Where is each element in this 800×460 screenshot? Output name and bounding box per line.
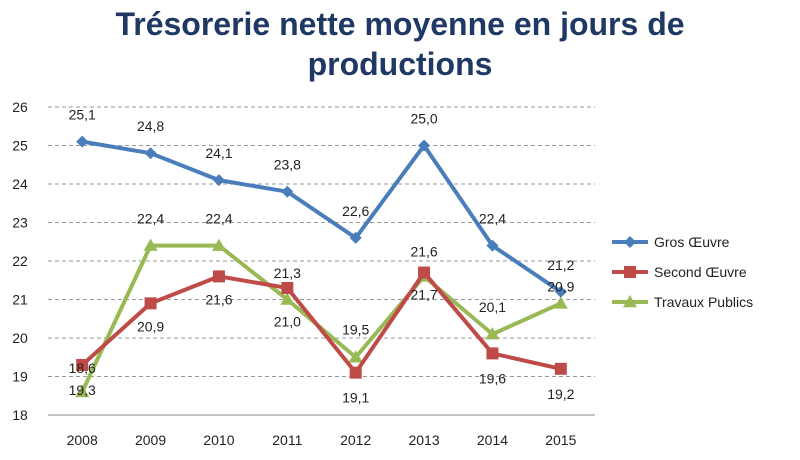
data-label: 19,2 <box>547 386 574 402</box>
data-label: 20,9 <box>547 278 574 294</box>
legend-label: Travaux Publics <box>654 294 753 310</box>
x-tick-label: 2013 <box>408 432 439 448</box>
x-tick-label: 2010 <box>203 432 234 448</box>
data-label: 22,4 <box>479 211 506 227</box>
data-labels: 25,1 24,8 24,1 23,8 22,6 25,0 22,4 21,2 19,3 20,9… <box>69 107 575 406</box>
data-label: 25,0 <box>410 111 437 127</box>
data-point-diamond <box>281 185 294 198</box>
y-tick-label: 21 <box>12 292 28 308</box>
data-label: 20,9 <box>137 318 164 334</box>
data-point-square <box>554 362 567 375</box>
data-label: 23,8 <box>274 157 301 173</box>
data-point-diamond <box>349 231 362 244</box>
data-point-diamond <box>76 135 89 148</box>
data-label: 21,3 <box>274 265 301 281</box>
data-label: 19,5 <box>342 321 369 337</box>
x-tick-label: 2015 <box>545 432 576 448</box>
data-point-diamond <box>418 139 431 152</box>
y-tick-label: 26 <box>12 99 28 115</box>
legend: Gros Œuvre Second Œuvre Travaux Publics <box>612 234 753 310</box>
data-label: 21,7 <box>410 287 437 303</box>
data-label: 18,6 <box>69 360 96 376</box>
data-point-triangle <box>553 296 568 309</box>
data-point-triangle <box>348 350 363 363</box>
data-point-triangle <box>143 238 158 251</box>
x-axis: 2008 2009 2010 2011 2012 2013 2014 2015 <box>67 432 577 448</box>
y-tick-label: 23 <box>12 215 28 231</box>
data-point-triangle <box>485 327 500 340</box>
data-point-diamond <box>624 236 636 248</box>
y-tick-label: 20 <box>12 330 28 346</box>
x-tick-label: 2014 <box>477 432 508 448</box>
series-line-0 <box>81 139 562 294</box>
x-tick-label: 2008 <box>67 432 98 448</box>
data-label: 22,4 <box>205 211 232 227</box>
data-label: 21,6 <box>205 291 232 307</box>
data-point-diamond <box>144 147 157 160</box>
data-point-square <box>624 266 636 278</box>
x-tick-label: 2012 <box>340 432 371 448</box>
data-label: 21,0 <box>274 314 301 330</box>
y-tick-label: 19 <box>12 369 28 385</box>
data-point-square <box>212 270 225 283</box>
data-label: 19,1 <box>342 390 369 406</box>
data-point-square <box>144 297 157 310</box>
data-point-diamond <box>554 285 567 298</box>
y-tick-label: 22 <box>12 253 28 269</box>
chart-title: Trésorerie nette moyenne en jours de pro… <box>115 6 685 82</box>
series-line-1 <box>80 270 562 375</box>
data-point-diamond <box>212 174 225 187</box>
y-tick-label: 25 <box>12 138 28 154</box>
data-label: 22,6 <box>342 203 369 219</box>
data-label: 24,1 <box>205 145 232 161</box>
x-tick-label: 2011 <box>272 432 302 448</box>
data-point-triangle <box>623 295 637 308</box>
data-label: 19,6 <box>479 370 506 386</box>
data-point-square <box>418 266 431 279</box>
data-label: 22,4 <box>137 211 164 227</box>
data-point-diamond <box>486 239 499 252</box>
legend-label: Gros Œuvre <box>654 234 730 250</box>
data-point-square <box>76 358 89 371</box>
legend-label: Second Œuvre <box>654 264 747 280</box>
data-label: 21,2 <box>547 257 574 273</box>
data-label: 20,1 <box>479 299 506 315</box>
data-point-triangle <box>280 292 295 305</box>
data-label: 25,1 <box>69 107 96 123</box>
y-tick-label: 24 <box>12 176 28 192</box>
data-point-triangle <box>211 238 226 251</box>
x-tick-label: 2009 <box>135 432 166 448</box>
data-point-square <box>486 347 499 360</box>
gridlines <box>48 106 595 416</box>
y-axis: 18 19 20 21 22 23 24 25 26 <box>12 99 28 423</box>
data-point-square <box>281 281 294 294</box>
data-label: 19,3 <box>69 382 96 398</box>
data-point-square <box>349 366 362 379</box>
data-label: 21,6 <box>410 243 437 259</box>
series-layer <box>75 135 568 398</box>
data-label: 24,8 <box>137 118 164 134</box>
y-tick-label: 18 <box>12 407 28 423</box>
data-point-triangle <box>75 384 90 398</box>
